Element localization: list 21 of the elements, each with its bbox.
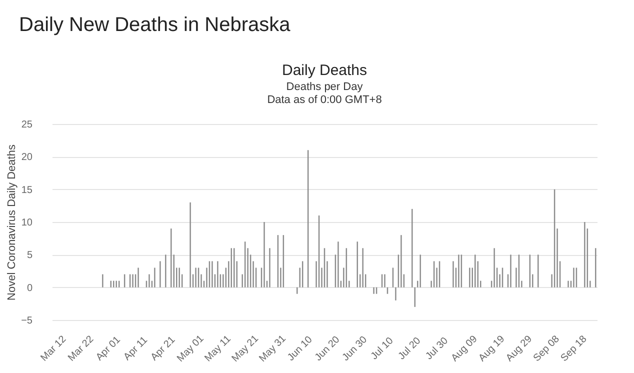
x-tick-label: Jul 30	[424, 335, 451, 362]
x-tick-label: Mar 22	[66, 334, 96, 364]
text: Daily New Deaths in Nebraska	[19, 14, 290, 37]
x-tick-label: Jun 20	[313, 334, 342, 364]
x-tick-label: Apr 01	[94, 334, 124, 364]
x-tick-label: Jun 30	[340, 334, 370, 364]
y-tick-label: 20	[21, 152, 33, 164]
x-tick-label: Jul 20	[396, 335, 424, 362]
y-tick-label: −5	[21, 316, 33, 326]
x-tick-label: Apr 11	[122, 334, 150, 363]
x-tick-label: Apr 21	[148, 334, 178, 364]
y-tick-label: 0	[26, 282, 33, 294]
y-tick-label: 5	[26, 250, 33, 262]
x-tick-label: Mar 12	[38, 334, 69, 364]
y-tick-label: 10	[21, 218, 33, 228]
chart-subtitle: Deaths per Day Data as of 0:00 GMT+8	[267, 81, 382, 106]
chart-title: Daily Deaths	[282, 62, 368, 79]
y-tick-label: 15	[21, 184, 33, 196]
y-axis-title: Novel Coronavirus Daily Deaths	[6, 144, 18, 300]
y-tick-label: 25	[21, 120, 33, 130]
x-tick-label: Jul 10	[369, 335, 396, 362]
